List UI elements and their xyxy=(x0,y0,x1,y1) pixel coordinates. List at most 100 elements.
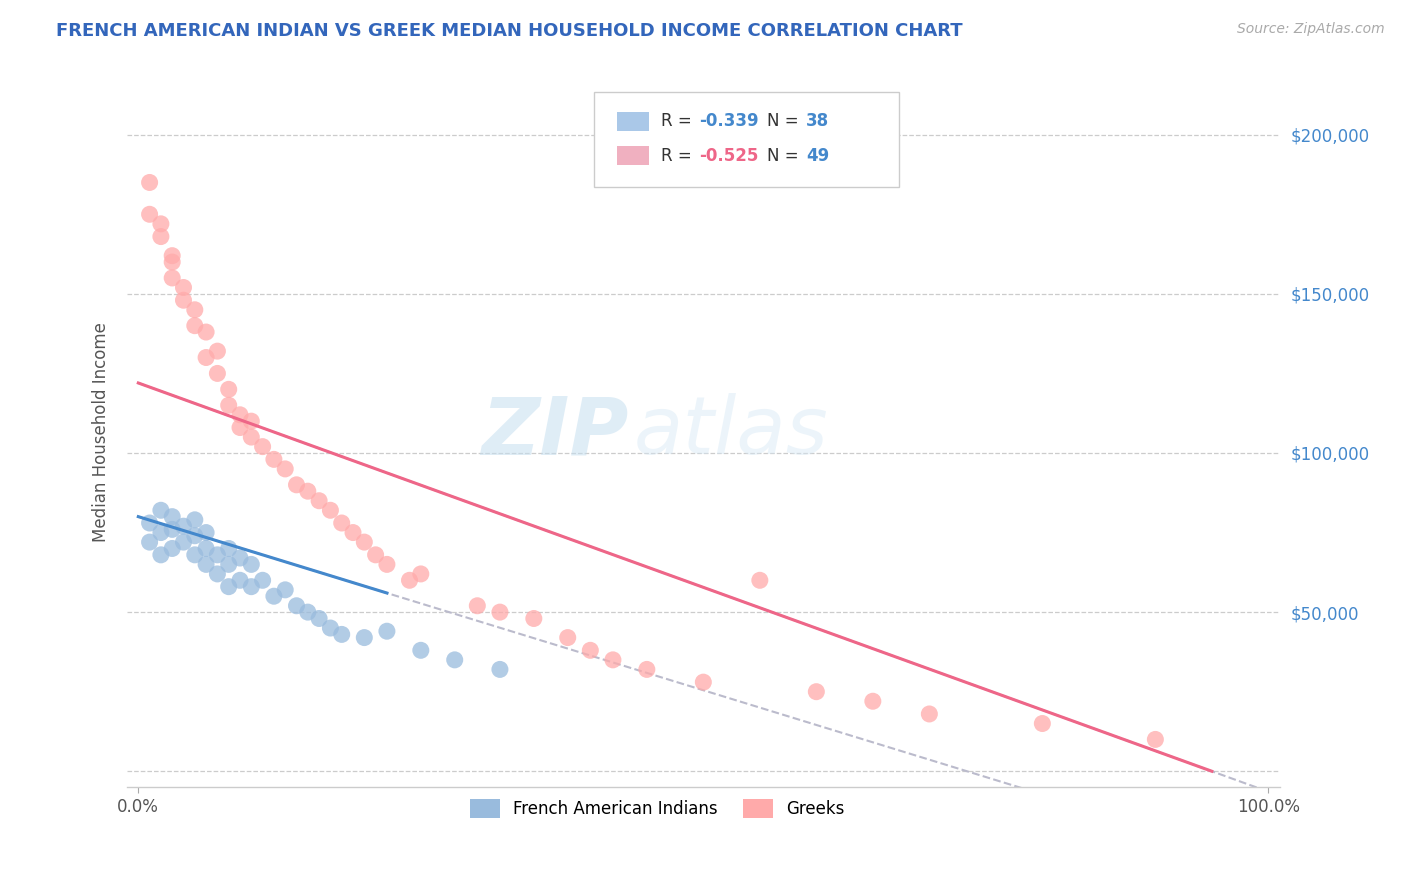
Point xyxy=(240,558,263,572)
Point xyxy=(465,599,488,613)
Point xyxy=(149,503,172,517)
Point xyxy=(149,217,172,231)
Point xyxy=(252,440,274,454)
Point xyxy=(319,621,342,635)
Point xyxy=(207,367,229,381)
Point xyxy=(138,207,160,221)
Point xyxy=(489,605,512,619)
Point xyxy=(285,599,308,613)
Point xyxy=(240,414,263,428)
Point xyxy=(184,548,207,562)
Point xyxy=(579,643,602,657)
Point xyxy=(195,541,218,556)
Point xyxy=(160,522,183,536)
Point xyxy=(308,611,330,625)
Point xyxy=(375,624,398,639)
Text: -0.339: -0.339 xyxy=(699,112,758,130)
Point xyxy=(240,430,263,444)
Point xyxy=(229,408,252,422)
Point xyxy=(218,382,240,396)
Point xyxy=(252,574,274,588)
Point xyxy=(218,580,240,594)
Point xyxy=(138,176,160,190)
Point xyxy=(489,662,512,676)
Point xyxy=(319,503,342,517)
Point xyxy=(1144,732,1167,747)
Point xyxy=(149,229,172,244)
Point xyxy=(409,566,432,581)
Point xyxy=(263,589,285,603)
Point xyxy=(229,551,252,566)
Point xyxy=(218,541,240,556)
Point xyxy=(364,548,387,562)
Point xyxy=(160,255,183,269)
Point xyxy=(274,582,297,597)
Point xyxy=(149,548,172,562)
Point xyxy=(195,525,218,540)
Point xyxy=(602,653,624,667)
Point xyxy=(173,293,195,308)
Point xyxy=(184,513,207,527)
Point xyxy=(173,519,195,533)
Point xyxy=(330,627,353,641)
FancyBboxPatch shape xyxy=(593,92,900,187)
Text: -0.525: -0.525 xyxy=(699,146,758,164)
Point xyxy=(263,452,285,467)
Point xyxy=(274,462,297,476)
Text: 49: 49 xyxy=(806,146,830,164)
Point xyxy=(557,631,579,645)
Point xyxy=(218,398,240,412)
Point xyxy=(353,631,375,645)
Point xyxy=(918,706,941,721)
Point xyxy=(207,344,229,359)
Point xyxy=(184,318,207,333)
Text: N =: N = xyxy=(766,112,804,130)
Text: R =: R = xyxy=(661,146,697,164)
Point xyxy=(375,558,398,572)
Point xyxy=(160,541,183,556)
Point xyxy=(207,566,229,581)
Point xyxy=(195,558,218,572)
FancyBboxPatch shape xyxy=(617,145,650,165)
Point xyxy=(862,694,884,708)
Point xyxy=(297,484,319,499)
Point xyxy=(692,675,714,690)
Point xyxy=(184,529,207,543)
Point xyxy=(173,280,195,294)
Text: 38: 38 xyxy=(806,112,830,130)
Y-axis label: Median Household Income: Median Household Income xyxy=(93,322,110,542)
Point xyxy=(240,580,263,594)
Point xyxy=(149,525,172,540)
Point xyxy=(1031,716,1053,731)
Point xyxy=(160,509,183,524)
Point xyxy=(218,558,240,572)
FancyBboxPatch shape xyxy=(617,112,650,131)
Point xyxy=(806,684,828,698)
Text: N =: N = xyxy=(766,146,804,164)
Point xyxy=(138,535,160,549)
Text: ZIP: ZIP xyxy=(481,393,628,471)
Point xyxy=(207,548,229,562)
Point xyxy=(229,420,252,434)
Text: FRENCH AMERICAN INDIAN VS GREEK MEDIAN HOUSEHOLD INCOME CORRELATION CHART: FRENCH AMERICAN INDIAN VS GREEK MEDIAN H… xyxy=(56,22,963,40)
Point xyxy=(229,574,252,588)
Point xyxy=(636,662,658,676)
Point xyxy=(160,249,183,263)
Point xyxy=(195,325,218,339)
Point xyxy=(308,493,330,508)
Point xyxy=(409,643,432,657)
Text: R =: R = xyxy=(661,112,697,130)
Point xyxy=(184,302,207,317)
Point xyxy=(342,525,364,540)
Point xyxy=(748,574,770,588)
Text: Source: ZipAtlas.com: Source: ZipAtlas.com xyxy=(1237,22,1385,37)
Point xyxy=(398,574,420,588)
Point xyxy=(330,516,353,530)
Point xyxy=(523,611,546,625)
Point xyxy=(173,535,195,549)
Legend: French American Indians, Greeks: French American Indians, Greeks xyxy=(463,792,851,825)
Point xyxy=(160,271,183,285)
Text: atlas: atlas xyxy=(634,393,830,471)
Point xyxy=(195,351,218,365)
Point xyxy=(138,516,160,530)
